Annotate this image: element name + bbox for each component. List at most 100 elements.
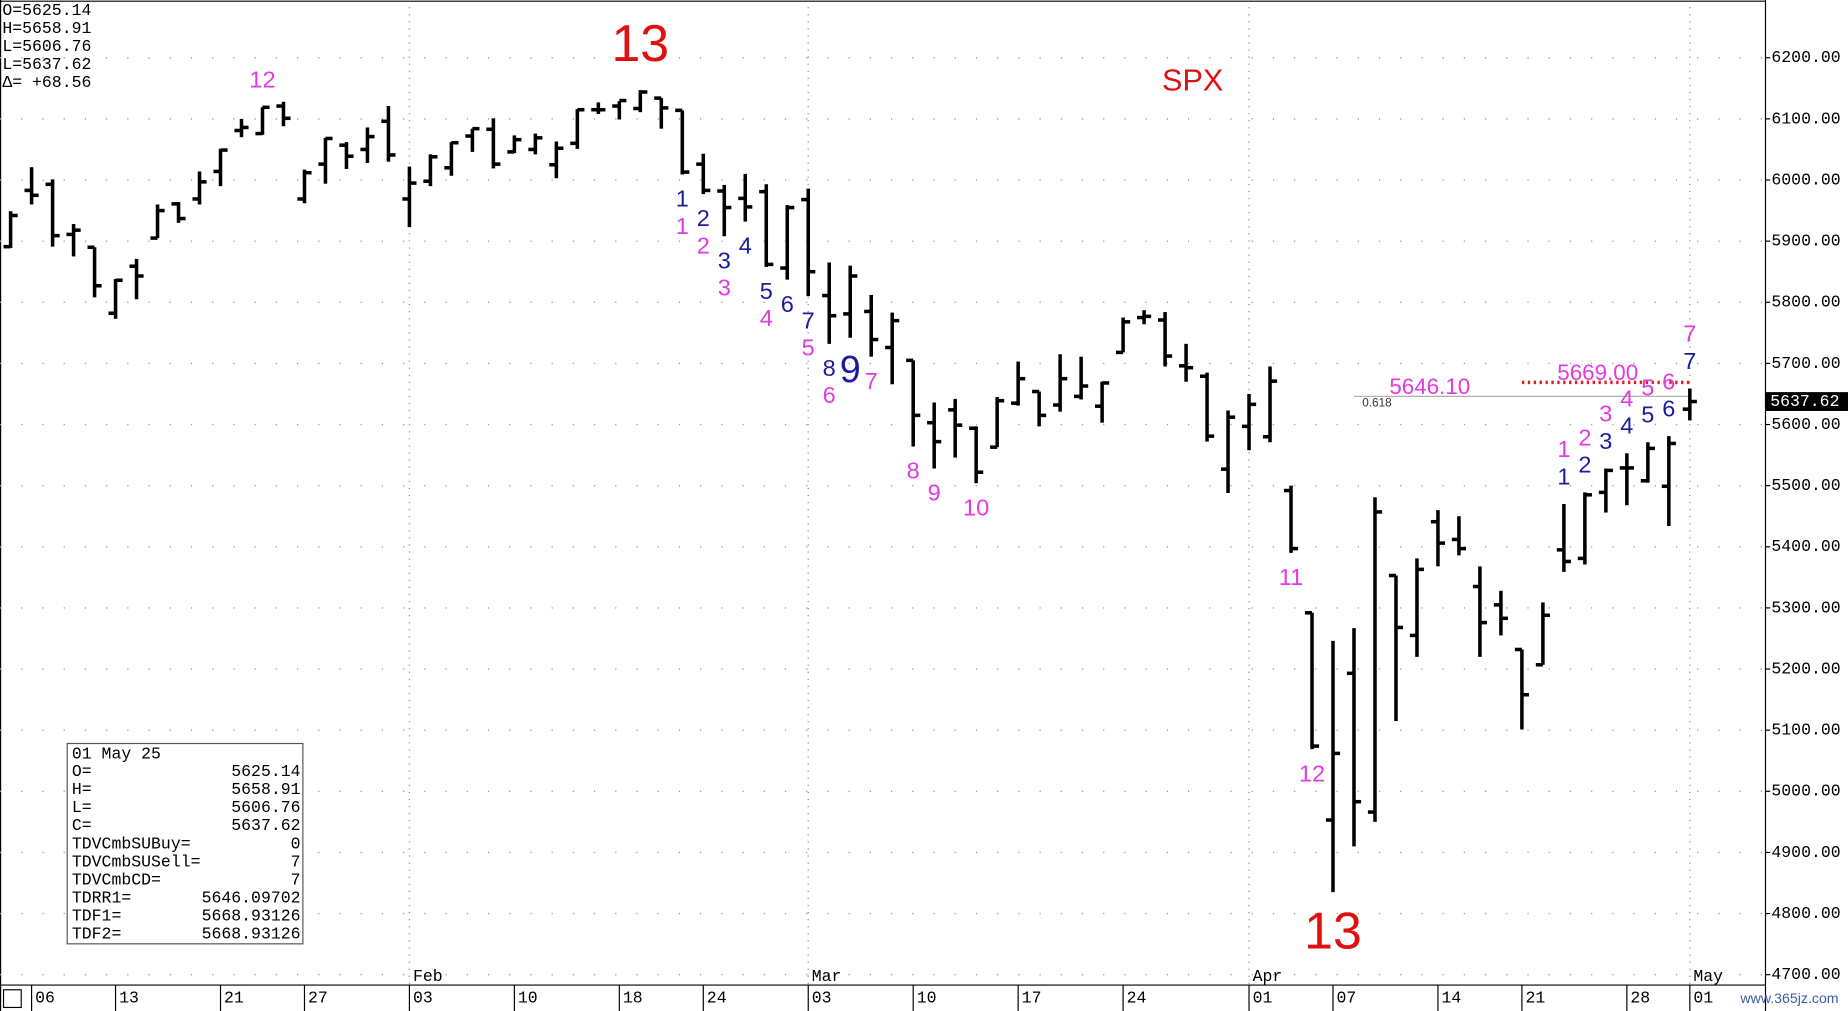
x-tick-label: 24: [707, 988, 727, 1007]
count-label: 1: [1557, 463, 1570, 489]
y-tick-label: 6200.00: [1771, 48, 1840, 67]
count-label: 7: [802, 307, 815, 333]
count-label: 4: [1620, 413, 1633, 439]
count-label: 6: [1662, 395, 1675, 421]
y-tick-label: 5500.00: [1771, 476, 1840, 495]
level-label: 5669.00: [1557, 360, 1638, 385]
readout-line: O=5625.14: [2, 1, 91, 20]
x-tick-label: 28: [1630, 988, 1650, 1007]
y-tick-label: 5600.00: [1771, 415, 1840, 434]
count-label: 13: [1304, 902, 1362, 960]
x-tick-label: 13: [119, 988, 139, 1007]
count-label: 7: [865, 368, 878, 394]
info-label: O=: [72, 762, 92, 781]
readout-line: L=5637.62: [2, 55, 91, 74]
info-label: L=: [72, 798, 92, 817]
count-label: 1: [1557, 436, 1570, 462]
count-label: 1: [676, 213, 689, 239]
x-tick-label: 03: [812, 988, 832, 1007]
chart-title: SPX: [1162, 64, 1223, 98]
count-label: 6: [781, 291, 794, 317]
level-label: 5646.10: [1389, 374, 1470, 399]
corner-box: [2, 989, 22, 1009]
count-label: 6: [823, 382, 836, 408]
count-label: 2: [1578, 425, 1591, 451]
month-label: Mar: [812, 967, 842, 986]
y-tick-label: 5700.00: [1771, 354, 1840, 373]
x-tick-label: 24: [1127, 988, 1147, 1007]
count-label: 3: [718, 275, 731, 301]
count-label: 1: [676, 186, 689, 212]
y-tick-label: 5300.00: [1771, 598, 1840, 617]
count-label: 9: [928, 480, 941, 506]
info-value: 5625.14: [231, 762, 300, 781]
count-label: 5: [802, 334, 815, 360]
y-tick-label: 4900.00: [1771, 843, 1840, 862]
count-label: 3: [1599, 428, 1612, 454]
count-label: 7: [1683, 321, 1696, 347]
x-tick-label: 21: [224, 988, 244, 1007]
count-label: 4: [739, 233, 752, 259]
count-label: 4: [760, 305, 773, 331]
y-tick-label: 5000.00: [1771, 782, 1840, 801]
info-title: 01 May 25: [72, 744, 161, 763]
info-value: 5658.91: [231, 780, 300, 799]
info-label: TDVCmbSUBuy=: [72, 834, 191, 853]
x-tick-label: 10: [917, 988, 937, 1007]
y-tick-label: 4700.00: [1771, 965, 1840, 984]
info-value: 5606.76: [231, 798, 300, 817]
y-tick-label: 4800.00: [1771, 904, 1840, 923]
x-tick-label: 27: [308, 988, 328, 1007]
count-label: 13: [611, 14, 669, 72]
info-value: 5637.62: [231, 816, 300, 835]
x-tick-label: 17: [1022, 988, 1042, 1007]
y-tick-label: 6100.00: [1771, 109, 1840, 128]
count-label: 3: [718, 247, 731, 273]
count-label: 5: [1641, 374, 1654, 400]
x-tick-label: 06: [35, 988, 55, 1007]
count-label: 2: [1578, 452, 1591, 478]
month-label: Feb: [413, 967, 443, 986]
readout-line: L=5606.76: [2, 37, 91, 56]
count-label: 7: [1683, 348, 1696, 374]
info-label: TDF1=: [72, 906, 121, 925]
info-value: 5646.09702: [202, 888, 301, 907]
y-tick-label: 5800.00: [1771, 293, 1840, 312]
x-tick-label: 14: [1441, 988, 1461, 1007]
count-label: 8: [823, 355, 836, 381]
info-label: TDVCmbCD=: [72, 870, 161, 889]
count-label: 12: [1299, 760, 1325, 786]
count-label: 9: [840, 348, 861, 390]
month-label: Apr: [1253, 967, 1283, 986]
x-tick-label: 21: [1525, 988, 1545, 1007]
count-label: 10: [963, 494, 989, 520]
info-value: 7: [291, 852, 301, 871]
count-label: 8: [907, 458, 920, 484]
count-label: 12: [249, 67, 275, 93]
x-tick-label: 01: [1253, 988, 1273, 1007]
y-tick-label: 6000.00: [1771, 170, 1840, 189]
info-value: 0: [291, 834, 301, 853]
info-label: TDF2=: [72, 924, 121, 943]
count-label: 4: [1620, 385, 1633, 411]
info-label: TDRR1=: [72, 888, 131, 907]
y-tick-label: 5100.00: [1771, 721, 1840, 740]
last-price-label: 5637.62: [1770, 392, 1839, 411]
x-tick-label: 18: [623, 988, 643, 1007]
readout-line: H=5658.91: [2, 19, 91, 38]
count-label: 11: [1279, 564, 1303, 590]
info-label: C=: [72, 816, 92, 835]
watermark: www.365jz.com: [1739, 990, 1838, 1006]
x-tick-label: 01: [1693, 988, 1713, 1007]
y-tick-label: 5200.00: [1771, 659, 1840, 678]
count-label: 5: [760, 278, 773, 304]
count-label: 2: [697, 205, 710, 231]
info-value: 5668.93126: [202, 906, 301, 925]
last-price-box: [1765, 392, 1848, 411]
month-label: May: [1693, 967, 1723, 986]
x-tick-label: 10: [518, 988, 538, 1007]
info-value: 5668.93126: [202, 924, 301, 943]
y-tick-label: 5400.00: [1771, 537, 1840, 556]
x-tick-label: 03: [413, 988, 433, 1007]
